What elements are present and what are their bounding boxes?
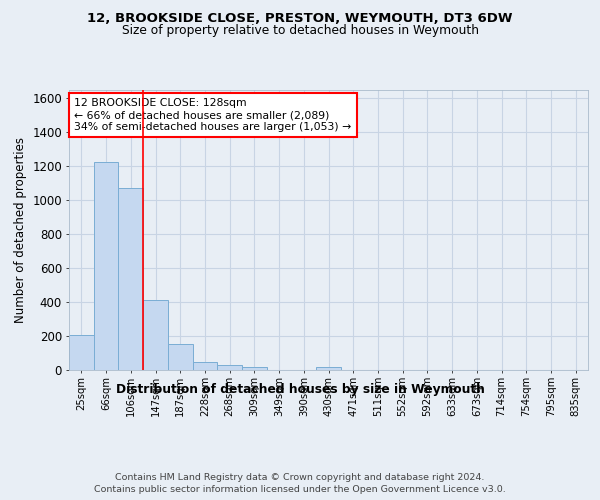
Bar: [69, 335, 94, 370]
Y-axis label: Number of detached properties: Number of detached properties: [14, 137, 27, 323]
Bar: [143, 300, 168, 370]
Bar: [242, 366, 267, 370]
Text: Contains HM Land Registry data © Crown copyright and database right 2024.: Contains HM Land Registry data © Crown c…: [115, 472, 485, 482]
Bar: [118, 188, 143, 370]
Text: Distribution of detached houses by size in Weymouth: Distribution of detached houses by size …: [116, 382, 484, 396]
Text: 12 BROOKSIDE CLOSE: 128sqm
← 66% of detached houses are smaller (2,089)
34% of s: 12 BROOKSIDE CLOSE: 128sqm ← 66% of deta…: [74, 98, 352, 132]
Text: 12, BROOKSIDE CLOSE, PRESTON, WEYMOUTH, DT3 6DW: 12, BROOKSIDE CLOSE, PRESTON, WEYMOUTH, …: [87, 12, 513, 26]
Bar: [217, 365, 242, 370]
Bar: [316, 366, 341, 370]
Bar: [168, 344, 193, 370]
Text: Size of property relative to detached houses in Weymouth: Size of property relative to detached ho…: [121, 24, 479, 37]
Bar: [193, 362, 217, 370]
Bar: [94, 162, 118, 370]
Text: Contains public sector information licensed under the Open Government Licence v3: Contains public sector information licen…: [94, 485, 506, 494]
